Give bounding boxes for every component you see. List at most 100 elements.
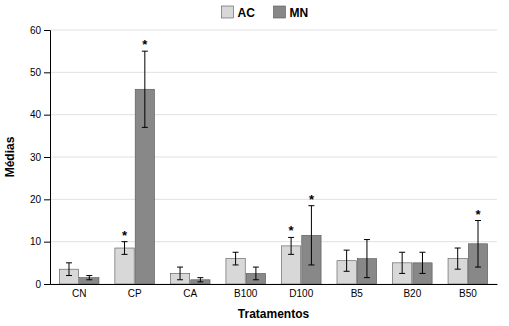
error-cap [364,239,370,240]
annotation: * [122,228,128,243]
tick-label: CA [183,288,197,299]
error-line [89,276,90,280]
chart: 0102030405060CNCPCAB100D100B5B20B50*****… [0,0,509,326]
tick: CA [183,288,197,299]
error-bar [122,242,128,255]
axis-line [44,31,51,285]
error-line [311,206,312,265]
tick-mark [44,30,50,31]
error-cap [308,264,314,265]
tick-mark [44,115,50,116]
error-line [200,278,201,282]
tick: D100 [289,288,313,299]
error-cap [399,273,405,274]
error-bar [197,278,203,282]
error-cap [122,254,128,255]
error-line [366,240,367,278]
error-bar [142,51,148,127]
tick-mark [44,199,50,200]
error-cap [253,279,259,280]
error-cap [364,277,370,278]
grid-line [50,241,497,242]
legend-swatch [222,6,234,18]
legend: AC MN [222,6,309,20]
error-cap [455,248,461,249]
tick-label: 0 [35,279,41,290]
tick: 50 [30,67,50,78]
axis-line [51,284,498,285]
tick-mark [44,242,50,243]
legend-label: MN [290,6,309,20]
tick-label: 40 [30,109,42,120]
tick-label: 30 [30,152,42,163]
error-cap [253,267,259,268]
error-cap [66,275,72,276]
tick: B100 [234,288,258,299]
tick-label: B100 [234,288,258,299]
error-bar [233,252,239,265]
error-line [180,267,181,280]
tick-mark [44,157,50,158]
legend-item: MN [274,6,309,20]
error-line [478,221,479,268]
tick: CP [128,288,142,299]
error-line [124,242,125,255]
annotations: ***** [122,37,481,243]
tick-label: B50 [459,288,477,299]
error-bar [177,267,183,280]
error-cap [86,279,92,280]
error-cap [142,127,148,128]
error-cap [288,254,294,255]
tick: 30 [30,152,50,163]
error-cap [86,275,92,276]
error-bar [308,206,314,265]
error-bar [364,240,370,278]
error-bar [66,263,72,276]
annotation: * [475,207,481,222]
error-cap [197,281,203,282]
error-cap [177,279,183,280]
tick-label: 10 [30,236,42,247]
tick-mark [44,72,50,73]
annotation: * [309,192,315,207]
tick: 60 [30,25,50,36]
legend-swatch [274,6,286,18]
error-cap [66,262,72,263]
y-axis: 0 10 20 30 40 50 60 [30,25,51,290]
error-line [291,237,292,254]
tick-label: B20 [403,288,421,299]
series [59,237,467,284]
error-bar [253,267,259,280]
error-bar [344,250,350,271]
series [80,51,488,284]
error-line [235,252,236,265]
x-axis-title: Tratamentos [238,307,310,321]
error-line [422,252,423,273]
tick-label: 20 [30,194,42,205]
error-cap [419,273,425,274]
tick-label: B5 [351,288,364,299]
grid-line [50,30,497,31]
error-cap [344,271,350,272]
error-cap [475,267,481,268]
tick-label: 50 [30,67,42,78]
tick-label: CN [72,288,86,299]
error-line [255,267,256,280]
grid-line [50,157,497,158]
grid-line [50,114,497,115]
error-bar [399,252,405,273]
error-cap [455,269,461,270]
tick: 40 [30,109,50,120]
tick: 0 [35,279,50,290]
error-bar [419,252,425,273]
error-bar [455,248,461,269]
legend-item: AC [222,6,256,20]
error-cap [233,252,239,253]
tick: B5 [351,288,364,299]
y-axis-title: Médias [3,136,17,177]
error-cap [197,277,203,278]
tick-label: 60 [30,25,42,36]
error-bar [86,276,92,280]
error-line [346,250,347,271]
tick-label: D100 [289,288,313,299]
